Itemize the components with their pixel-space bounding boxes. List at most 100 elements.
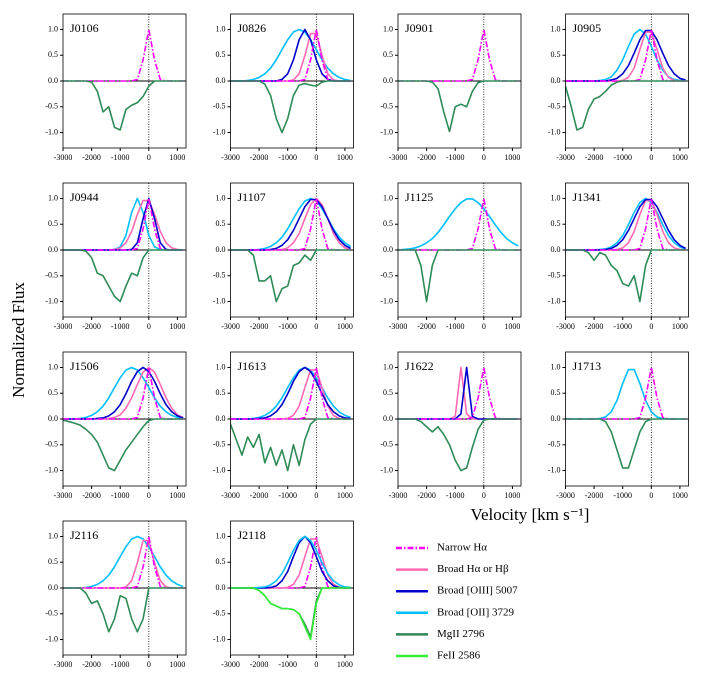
axes-frame (62, 13, 187, 149)
series-line (398, 366, 519, 420)
x-tick-label: -1000 (446, 322, 465, 331)
axes-frame (397, 182, 522, 318)
x-tick-label: 0 (314, 322, 318, 331)
panel-title: J0901 (405, 21, 434, 35)
x-tick-label: -3000 (54, 322, 73, 331)
y-tick-label: 0.5 (551, 50, 561, 59)
x-tick-label: -3000 (389, 491, 408, 500)
x-tick-label: 0 (314, 491, 318, 500)
y-tick-label: -1.0 (213, 465, 226, 474)
panel-title: J0944 (70, 190, 99, 204)
panel: -3000 -2000 -1000 0 1000 -1.0 -0.5 0.0 0.5 1.0 J16… (213, 351, 354, 500)
y-tick-label: 0.0 (48, 583, 58, 592)
y-tick-label: 1.0 (383, 193, 393, 202)
x-tick-label: 1000 (504, 153, 520, 162)
axes-frame (62, 520, 187, 656)
x-tick-label: -3000 (54, 660, 73, 669)
legend-label: Broad Hα or Hβ (437, 563, 509, 575)
y-tick-label: 1.0 (383, 24, 393, 33)
y-tick-label: -1.0 (213, 634, 226, 643)
series-line (565, 418, 686, 469)
y-tick-label: -0.5 (213, 102, 226, 111)
y-tick-label: 1.0 (383, 362, 393, 371)
y-tick-label: 1.0 (216, 24, 226, 33)
y-tick-label: -1.0 (380, 296, 393, 305)
lines (230, 28, 351, 134)
y-tick-label: 1.0 (48, 362, 58, 371)
y-tick-label: -1.0 (45, 296, 58, 305)
x-tick-label: 0 (147, 153, 151, 162)
panel: -3000 -2000 -1000 0 1000 -1.0 -0.5 0.0 0.5 1.0 J16… (380, 351, 522, 500)
x-tick-label: -3000 (556, 322, 575, 331)
y-tick-label: 0.5 (551, 388, 561, 397)
x-tick-label: 0 (649, 153, 653, 162)
y-tick-label: 0.5 (48, 388, 58, 397)
y-tick-label: -0.5 (45, 102, 58, 111)
y-tick-label: 1.0 (216, 531, 226, 540)
x-tick-label: 1000 (169, 153, 185, 162)
panel-title: J0826 (238, 21, 267, 35)
x-tick-label: -2000 (417, 153, 436, 162)
panel-title: J2116 (70, 528, 98, 542)
x-tick-label: -1000 (446, 153, 465, 162)
axes-frame (230, 351, 354, 487)
x-tick-label: -1000 (278, 660, 297, 669)
x-tick-label: -2000 (250, 660, 269, 669)
y-tick-label: 1.0 (216, 193, 226, 202)
x-tick-label: 0 (314, 153, 318, 162)
x-tick-label: 1000 (169, 491, 185, 500)
x-tick-label: 0 (649, 491, 653, 500)
y-tick-label: -1.0 (45, 465, 58, 474)
axes-frame (565, 182, 689, 318)
series-line (63, 535, 184, 589)
y-tick-label: -1.0 (548, 465, 561, 474)
panel: -3000 -2000 -1000 0 1000 -1.0 -0.5 0.0 0.5 1.0 J17… (548, 351, 689, 500)
x-tick-label: 1000 (337, 491, 353, 500)
series-line (63, 366, 184, 420)
y-tick-label: 0.0 (383, 414, 393, 423)
panel-title: J2118 (238, 528, 266, 542)
x-tick-label: -1000 (278, 322, 297, 331)
x-axis-label: Velocity [km s⁻¹] (471, 505, 590, 524)
lines (398, 28, 519, 133)
x-tick-label: -3000 (389, 153, 408, 162)
lines (63, 535, 184, 633)
legend-label: Broad [OIII] 5007 (437, 585, 518, 597)
x-tick-label: -3000 (221, 660, 240, 669)
x-tick-label: 0 (147, 491, 151, 500)
series-line (230, 197, 352, 251)
panel: -3000 -2000 -1000 0 1000 -1.0 -0.5 0.0 0.5 1.0 J09… (548, 13, 689, 162)
series-line (565, 197, 686, 251)
series-line (230, 587, 351, 638)
x-tick-label: 1000 (337, 660, 353, 669)
series-line (565, 368, 686, 420)
x-tick-label: -1000 (111, 153, 130, 162)
y-tick-label: 0.0 (551, 414, 561, 423)
lines (230, 197, 352, 303)
series-line (230, 587, 351, 641)
y-tick-label: 1.0 (48, 193, 58, 202)
x-tick-label: 0 (482, 153, 486, 162)
x-tick-label: -2000 (250, 322, 269, 331)
y-tick-label: 0.0 (216, 414, 226, 423)
y-tick-label: 0.5 (383, 388, 393, 397)
x-tick-label: -1000 (111, 322, 130, 331)
panel-title: J1107 (238, 190, 266, 204)
x-tick-label: 0 (649, 322, 653, 331)
y-tick-label: 0.0 (383, 76, 393, 85)
y-tick-label: -0.5 (213, 271, 226, 280)
axes-frame (62, 351, 187, 487)
series-line (230, 418, 351, 472)
x-tick-label: -3000 (221, 322, 240, 331)
lines (398, 366, 519, 472)
y-tick-label: 0.5 (216, 388, 226, 397)
x-tick-label: 1000 (672, 491, 688, 500)
lines (565, 28, 686, 131)
y-tick-label: -0.5 (213, 440, 226, 449)
y-tick-label: 1.0 (551, 362, 561, 371)
series-line (230, 249, 351, 303)
axes-frame (230, 182, 354, 318)
x-tick-label: 1000 (169, 660, 185, 669)
series-line (230, 366, 351, 420)
y-tick-label: -0.5 (380, 102, 393, 111)
